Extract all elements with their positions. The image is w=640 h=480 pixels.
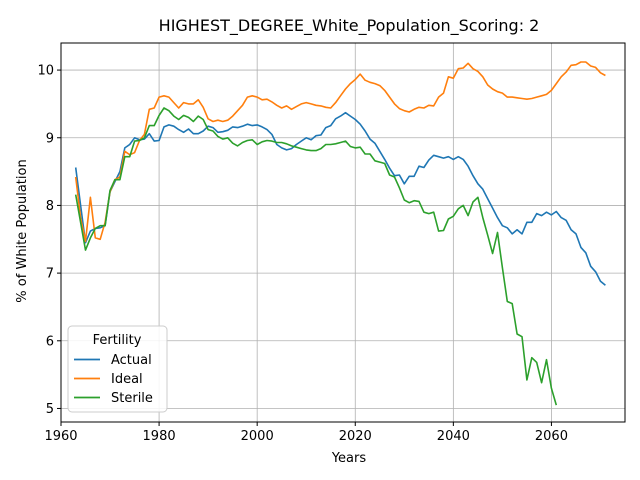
y-axis-label: % of White Population — [15, 159, 30, 302]
chart-title: HIGHEST_DEGREE_White_Population_Scoring:… — [159, 16, 540, 36]
series-line-actual — [74, 111, 606, 286]
legend-entries: Actual Ideal Sterile — [74, 353, 153, 406]
x-tick-label: 2020 — [339, 429, 372, 444]
y-tick-label: 10 — [37, 64, 54, 79]
x-tick-label: 2000 — [241, 429, 274, 444]
legend-label: Ideal — [111, 372, 143, 387]
legend-label: Actual — [111, 353, 152, 368]
x-axis-ticks: 1960 1980 2000 2020 2040 2060 — [44, 422, 568, 444]
y-tick-label: 6 — [46, 334, 54, 349]
y-tick-label: 8 — [46, 199, 54, 214]
y-axis-ticks: 5 6 7 8 9 10 — [37, 64, 61, 417]
y-tick-label: 9 — [46, 131, 54, 146]
y-tick-label: 7 — [46, 267, 54, 282]
series-lines — [74, 61, 606, 406]
legend-title: Fertility — [93, 333, 142, 348]
legend-label: Sterile — [111, 391, 153, 406]
y-tick-label: 5 — [46, 402, 54, 417]
x-tick-label: 1960 — [44, 429, 77, 444]
plot-frame — [60, 42, 626, 423]
x-tick-label: 1980 — [143, 429, 176, 444]
x-tick-label: 2060 — [535, 429, 568, 444]
legend: Fertility Actual Ideal Sterile — [67, 325, 168, 413]
legend-box — [67, 325, 168, 413]
x-axis-label: Years — [331, 451, 367, 466]
series-line-sterile — [74, 107, 558, 406]
x-tick-label: 2040 — [437, 429, 470, 444]
series-line-ideal — [74, 61, 606, 243]
